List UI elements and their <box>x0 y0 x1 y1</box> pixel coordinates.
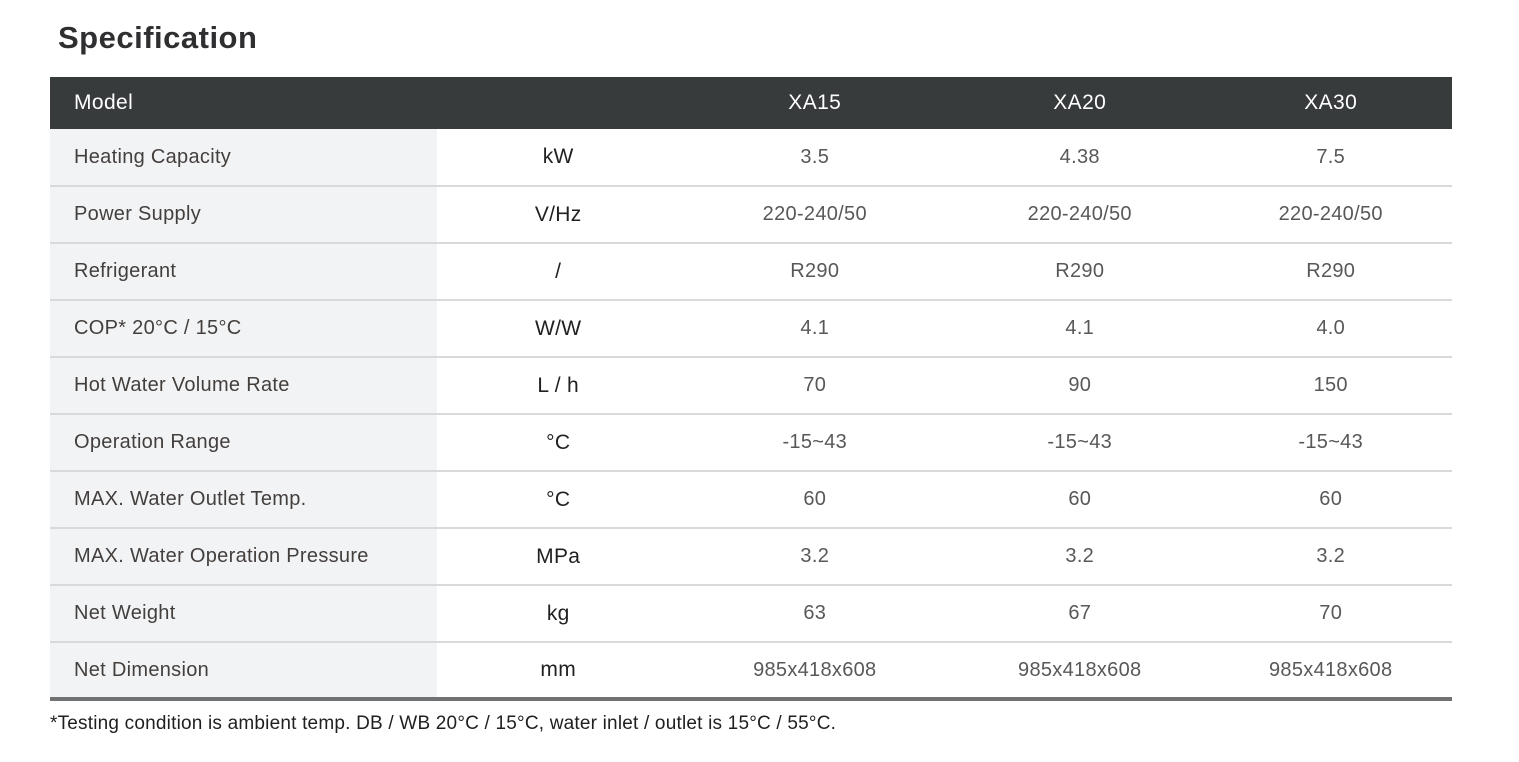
header-unit-spacer <box>437 77 680 129</box>
table-body: Heating Capacity kW 3.5 4.38 7.5 Power S… <box>50 129 1452 701</box>
spec-unit: L / h <box>436 356 680 414</box>
spec-unit: °C <box>436 470 680 528</box>
spec-label: Net Weight <box>50 584 437 642</box>
spec-value-xa15: 4.1 <box>679 299 951 357</box>
spec-unit: mm <box>436 641 680 701</box>
spec-unit: / <box>436 242 680 300</box>
spec-value-xa30: 985x418x608 <box>1209 641 1452 701</box>
spec-value-xa15: 70 <box>679 356 951 414</box>
table-row-power-supply: Power Supply V/Hz 220-240/50 220-240/50 … <box>50 185 1452 243</box>
table-row-refrigerant: Refrigerant / R290 R290 R290 <box>50 242 1452 300</box>
spec-unit: °C <box>436 413 680 471</box>
spec-value-xa30: 7.5 <box>1316 145 1346 168</box>
spec-value-xa30: 4.0 <box>1209 299 1452 357</box>
header-model-xa15: XA15 <box>788 91 842 114</box>
spec-unit: MPa <box>436 527 680 585</box>
page-title: Specification <box>58 20 258 55</box>
spec-value-xa15: -15~43 <box>679 413 951 471</box>
spec-value-xa20: 4.1 <box>950 299 1210 357</box>
header-row: Model XA15 XA20 XA30 <box>50 77 1452 129</box>
spec-label: Net Dimension <box>50 641 437 701</box>
table-header: Model XA15 XA20 XA30 <box>50 77 1452 129</box>
spec-value-xa20: R290 <box>950 242 1210 300</box>
table-row-hot-water-volume-rate: Hot Water Volume Rate L / h 70 90 150 <box>50 356 1452 414</box>
spec-value-xa30: 60 <box>1209 470 1452 528</box>
spec-unit: kg <box>436 584 680 642</box>
header-model-xa30: XA30 <box>1304 91 1358 114</box>
spec-label: MAX. Water Outlet Temp. <box>50 470 437 528</box>
spec-value-xa30: 150 <box>1209 356 1452 414</box>
spec-label: Heating Capacity <box>50 129 437 186</box>
table-row-net-dimension: Net Dimension mm 985x418x608 985x418x608… <box>50 641 1452 701</box>
spec-label: MAX. Water Operation Pressure <box>50 527 437 585</box>
spec-label: Power Supply <box>50 185 437 243</box>
spec-value-xa30: R290 <box>1209 242 1452 300</box>
table-row-heating-capacity: Heating Capacity kW 3.5 4.38 7.5 <box>50 129 1452 186</box>
spec-value-xa20: 3.2 <box>950 527 1210 585</box>
spec-unit: kW <box>542 145 574 168</box>
spec-value-xa20: 985x418x608 <box>950 641 1210 701</box>
spec-value-xa30: -15~43 <box>1209 413 1452 471</box>
header-model-label: Model <box>74 91 134 114</box>
header-model-xa20: XA20 <box>1053 91 1107 114</box>
spec-value-xa30: 3.2 <box>1209 527 1452 585</box>
spec-value-xa15: 3.5 <box>800 145 830 168</box>
spec-value-xa30: 70 <box>1209 584 1452 642</box>
spec-value-xa30: 220-240/50 <box>1209 185 1452 243</box>
spec-value-xa15: 220-240/50 <box>679 185 951 243</box>
spec-value-xa15: 63 <box>679 584 951 642</box>
spec-value-xa20: 67 <box>950 584 1210 642</box>
table-row-max-water-outlet-temp: MAX. Water Outlet Temp. °C 60 60 60 <box>50 470 1452 528</box>
table-row-max-water-operation-pressure: MAX. Water Operation Pressure MPa 3.2 3.… <box>50 527 1452 585</box>
spec-value-xa20: 4.38 <box>1059 145 1100 168</box>
spec-value-xa20: -15~43 <box>950 413 1210 471</box>
spec-unit: W/W <box>436 299 680 357</box>
spec-label: Operation Range <box>50 413 437 471</box>
spec-value-xa15: 60 <box>679 470 951 528</box>
spec-value-xa15: R290 <box>679 242 951 300</box>
table-row-cop: COP* 20°C / 15°C W/W 4.1 4.1 4.0 <box>50 299 1452 357</box>
spec-unit: V/Hz <box>436 185 680 243</box>
spec-value-xa15: 985x418x608 <box>679 641 951 701</box>
spec-label: COP* 20°C / 15°C <box>50 299 437 357</box>
spec-label: Hot Water Volume Rate <box>50 356 437 414</box>
table-row-net-weight: Net Weight kg 63 67 70 <box>50 584 1452 642</box>
spec-label: Refrigerant <box>50 242 437 300</box>
spec-value-xa20: 90 <box>950 356 1210 414</box>
spec-value-xa20: 60 <box>950 470 1210 528</box>
specification-table: Model XA15 XA20 XA30 Heating Capacity kW… <box>50 77 1452 701</box>
table-row-operation-range: Operation Range °C -15~43 -15~43 -15~43 <box>50 413 1452 471</box>
testing-condition-footnote: *Testing condition is ambient temp. DB /… <box>50 713 837 734</box>
spec-value-xa20: 220-240/50 <box>950 185 1210 243</box>
spec-value-xa15: 3.2 <box>679 527 951 585</box>
